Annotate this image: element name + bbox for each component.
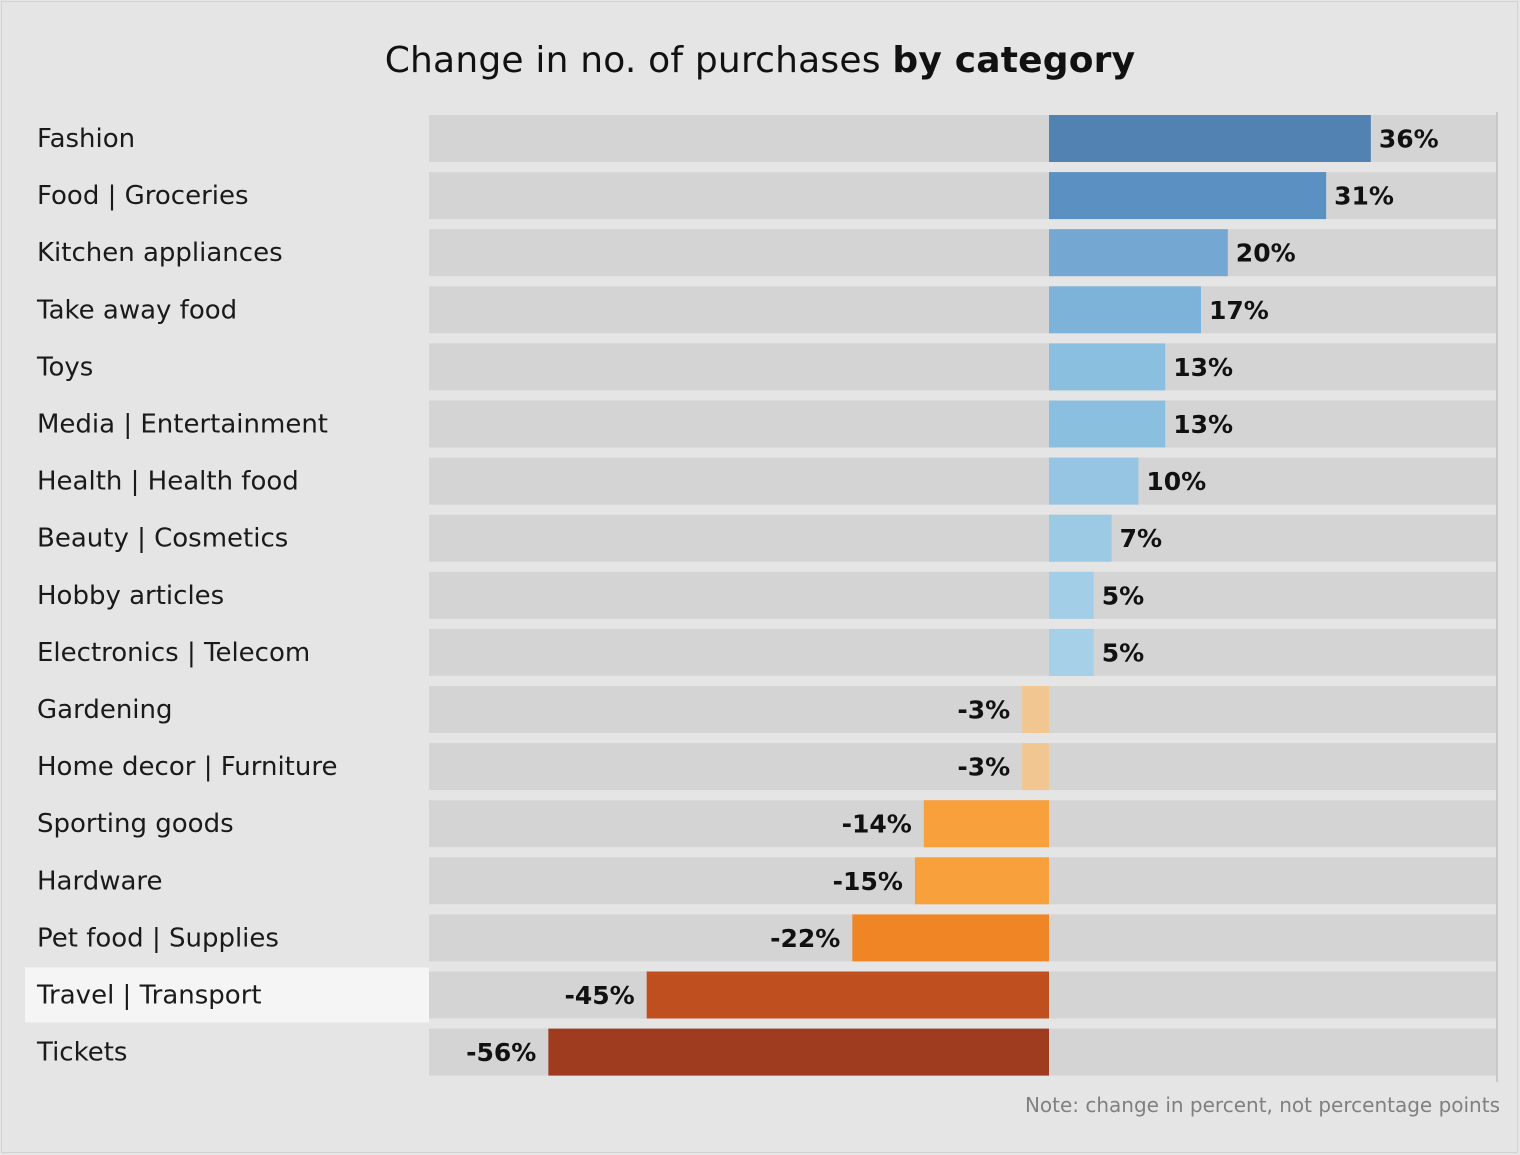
category-label-tickets: Tickets <box>36 1038 127 1068</box>
bar-take-away-food <box>1049 286 1201 334</box>
category-label-travel-transport: Travel | Transport <box>36 981 262 1011</box>
value-label-fashion: 36% <box>1379 125 1439 154</box>
chart-title: Change in no. of purchases by category <box>0 40 1520 81</box>
value-label-media-entertainment: 13% <box>1173 410 1233 439</box>
category-label-hardware: Hardware <box>37 866 163 896</box>
category-label-hobby-articles: Hobby articles <box>37 581 224 611</box>
value-label-food-groceries: 31% <box>1334 182 1394 211</box>
bar-track-home-decor-furniture <box>429 743 1497 791</box>
bar-kitchen-appliances <box>1049 229 1228 277</box>
bar-track-take-away-food <box>429 286 1497 334</box>
value-label-pet-food-supplies: -22% <box>770 924 840 953</box>
bar-tickets <box>548 1028 1049 1076</box>
bar-track-gardening <box>429 686 1497 733</box>
category-label-media-entertainment: Media | Entertainment <box>37 410 328 440</box>
bar-media-entertainment <box>1049 400 1166 448</box>
value-label-kitchen-appliances: 20% <box>1236 239 1296 268</box>
bar-track-hobby-articles <box>429 571 1497 619</box>
bar-hobby-articles <box>1049 571 1094 619</box>
category-label-sporting-goods: Sporting goods <box>37 809 234 839</box>
bar-beauty-cosmetics <box>1049 514 1112 562</box>
chart-note: Note: change in percent, not percentage … <box>1024 1093 1500 1117</box>
value-label-travel-transport: -45% <box>564 981 634 1010</box>
category-label-take-away-food: Take away food <box>36 295 237 325</box>
category-label-kitchen-appliances: Kitchen appliances <box>37 238 283 268</box>
value-label-take-away-food: 17% <box>1209 296 1269 325</box>
bar-sporting-goods <box>923 800 1049 848</box>
bar-pet-food-supplies <box>852 914 1049 962</box>
value-label-sporting-goods: -14% <box>842 810 912 839</box>
category-label-toys: Toys <box>36 352 93 382</box>
bar-track-toys <box>429 343 1497 391</box>
category-label-food-groceries: Food | Groceries <box>37 181 249 211</box>
value-label-hardware: -15% <box>833 867 903 896</box>
bar-track-media-entertainment <box>429 400 1497 448</box>
bar-gardening <box>1022 686 1049 733</box>
bar-track-beauty-cosmetics <box>429 514 1497 562</box>
chart-title-bold: by category <box>892 40 1136 81</box>
bar-track-kitchen-appliances <box>429 229 1497 277</box>
value-label-tickets: -56% <box>466 1038 536 1067</box>
value-label-health-health-food: 10% <box>1146 467 1206 496</box>
category-label-electronics-telecom: Electronics | Telecom <box>37 638 310 668</box>
category-label-health-health-food: Health | Health food <box>37 467 299 497</box>
chart-title-regular: Change in no. of purchases <box>384 40 881 81</box>
category-label-fashion: Fashion <box>37 124 135 154</box>
bar-food-groceries <box>1049 172 1327 220</box>
bar-toys <box>1049 343 1166 391</box>
value-label-gardening: -3% <box>957 696 1010 725</box>
category-label-pet-food-supplies: Pet food | Supplies <box>37 923 279 953</box>
value-label-beauty-cosmetics: 7% <box>1120 524 1162 553</box>
category-label-home-decor-furniture: Home decor | Furniture <box>37 752 337 782</box>
bar-travel-transport <box>646 971 1049 1019</box>
bar-electronics-telecom <box>1049 628 1094 676</box>
category-label-gardening: Gardening <box>37 695 173 725</box>
value-label-electronics-telecom: 5% <box>1102 638 1144 667</box>
bar-track-electronics-telecom <box>429 628 1497 676</box>
bar-track-health-health-food <box>429 457 1497 505</box>
bar-hardware <box>914 857 1049 905</box>
value-label-home-decor-furniture: -3% <box>957 753 1010 782</box>
value-label-toys: 13% <box>1173 353 1233 382</box>
row-highlight-travel-transport <box>25 967 429 1023</box>
value-label-hobby-articles: 5% <box>1102 581 1144 610</box>
category-label-beauty-cosmetics: Beauty | Cosmetics <box>37 524 288 554</box>
bar-health-health-food <box>1049 457 1139 505</box>
bar-home-decor-furniture <box>1022 743 1049 791</box>
bar-fashion <box>1049 115 1371 162</box>
